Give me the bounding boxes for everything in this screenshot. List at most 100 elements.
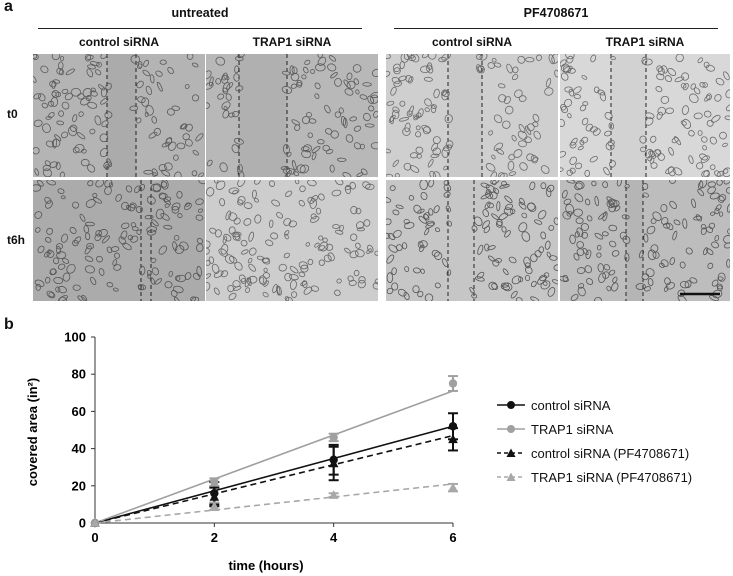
cell-outline	[327, 252, 335, 262]
cell-outline	[35, 283, 42, 291]
cell-outline	[155, 70, 163, 77]
cell-outline	[206, 187, 215, 197]
cell-outline	[138, 61, 143, 69]
cell-outline	[53, 276, 64, 285]
cell-outline	[641, 273, 650, 281]
cell-outline	[232, 232, 241, 241]
cell-outline	[336, 278, 342, 284]
cell-outline	[671, 137, 679, 144]
cell-outline	[386, 148, 391, 154]
cell-outline	[325, 149, 334, 155]
legend-swatch-control	[497, 401, 525, 409]
cell-outline	[217, 93, 225, 100]
cell-outline	[430, 153, 440, 158]
series-3-fit-line	[94, 483, 454, 524]
cell-outline	[173, 171, 182, 177]
cell-outline	[61, 101, 70, 110]
cell-outline	[115, 194, 122, 202]
cell-outline	[492, 259, 500, 267]
cell-outline	[482, 209, 489, 218]
cell-outline	[492, 187, 500, 194]
cell-outline	[60, 195, 66, 200]
cell-outline	[90, 87, 97, 93]
cell-outline	[33, 93, 42, 100]
cell-outline	[533, 130, 541, 140]
cell-outline	[45, 115, 52, 120]
cell-outline	[58, 61, 64, 70]
cell-outline	[567, 67, 576, 74]
cell-outline	[191, 62, 199, 68]
cell-outline	[415, 131, 422, 138]
cell-outline	[697, 188, 705, 197]
cell-outline	[495, 258, 502, 263]
cell-outline	[79, 213, 86, 222]
cell-outline	[421, 124, 432, 133]
cell-outline	[521, 231, 531, 242]
cell-outline	[518, 140, 527, 148]
y-tick-label: 80	[72, 367, 86, 382]
cell-outline	[594, 232, 604, 240]
cell-outline	[85, 221, 95, 227]
cell-outline	[598, 272, 607, 283]
cell-outline	[544, 87, 554, 96]
cell-outline	[301, 74, 307, 80]
cell-outline	[726, 203, 730, 213]
cell-outline	[368, 105, 375, 112]
cell-outline	[100, 97, 109, 105]
cell-outline	[400, 54, 410, 63]
cell-outline	[656, 73, 665, 81]
cell-outline	[121, 201, 129, 210]
cell-outline	[65, 68, 75, 76]
cell-outline	[149, 74, 155, 84]
series-2-fit-line	[94, 434, 454, 524]
cell-outline	[601, 231, 609, 237]
line-chart: 0 20 40 60 80 100 0 2 4 6 covered area (in²) time…	[25, 330, 458, 573]
cell-outline	[148, 131, 158, 139]
cell-outline	[540, 280, 551, 290]
cell-outline	[144, 214, 154, 220]
cell-outline	[160, 212, 170, 221]
cell-outline	[726, 259, 730, 268]
cell-outline	[395, 204, 404, 210]
cell-outline	[569, 156, 577, 165]
cell-outline	[238, 274, 246, 283]
cell-outline	[72, 284, 81, 291]
cell-outline	[80, 97, 90, 106]
cell-outline	[689, 277, 698, 284]
cell-outline	[171, 105, 180, 111]
cell-outline	[244, 277, 252, 288]
cell-outline	[703, 169, 710, 177]
cell-outline	[192, 149, 199, 156]
cell-outline	[268, 180, 276, 187]
cell-outline	[299, 185, 306, 193]
cell-outline	[149, 277, 156, 285]
cell-outline	[433, 205, 440, 214]
cell-outline	[650, 135, 657, 143]
cell-outline	[576, 227, 584, 237]
cell-outline	[660, 95, 670, 104]
legend-label-control-pf: control siRNA (PF4708671)	[531, 445, 690, 461]
cell-outline	[345, 134, 354, 143]
cell-outline	[343, 79, 351, 89]
cell-outline	[518, 222, 528, 233]
cell-outline	[665, 282, 675, 290]
cell-outline	[195, 214, 204, 221]
cell-outline	[688, 155, 694, 164]
cell-outline	[95, 180, 105, 188]
cell-outline	[577, 145, 584, 151]
cell-outline	[101, 235, 110, 244]
cell-outline	[505, 203, 513, 211]
cell-outline	[511, 275, 522, 285]
cell-outline	[130, 235, 139, 243]
cell-outline	[96, 61, 102, 68]
cell-outline	[262, 257, 270, 264]
cell-outline	[55, 161, 61, 170]
cell-outline	[166, 108, 175, 116]
cell-outline	[391, 77, 401, 84]
cell-outline	[335, 180, 344, 186]
cell-outline	[41, 102, 49, 109]
cell-outline	[560, 118, 565, 127]
cell-outline	[485, 163, 496, 172]
cell-outline	[161, 181, 168, 188]
cell-outline	[112, 287, 119, 292]
